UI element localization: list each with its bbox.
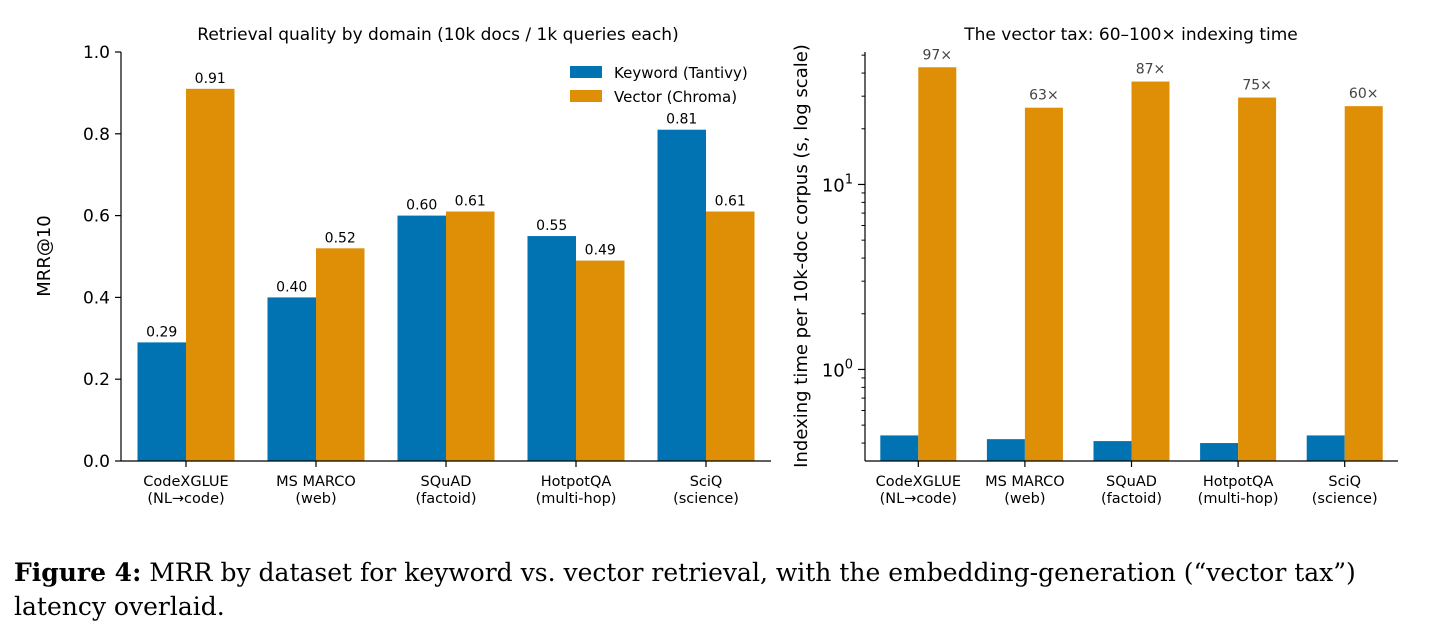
figure: Retrieval quality by domain (10k docs / … bbox=[34, 25, 1398, 507]
x-tick-label: (factoid) bbox=[415, 491, 476, 507]
bar bbox=[137, 342, 186, 461]
data-label: 0.40 bbox=[276, 279, 307, 295]
data-label: 0.52 bbox=[325, 230, 356, 246]
x-tick-label: (factoid) bbox=[1101, 491, 1162, 507]
x-tick-label: (NL→code) bbox=[880, 491, 957, 507]
x-tick-label: SciQ bbox=[690, 474, 723, 490]
legend-label-keyword: Keyword (Tantivy) bbox=[614, 64, 748, 82]
y-tick-label: 0.8 bbox=[83, 125, 110, 145]
data-label: 0.81 bbox=[666, 112, 697, 128]
bar bbox=[397, 215, 446, 461]
y-tick-label: 100 bbox=[822, 357, 853, 381]
ratio-annotation: 60× bbox=[1349, 86, 1379, 102]
y-tick-label: 0.0 bbox=[83, 452, 110, 472]
x-tick-label: (multi-hop) bbox=[536, 491, 617, 507]
legend-label-vector: Vector (Chroma) bbox=[614, 88, 737, 106]
x-tick-label: HotpotQA bbox=[541, 474, 612, 490]
data-label: 0.61 bbox=[715, 194, 746, 210]
x-tick-label: SQuAD bbox=[1106, 474, 1157, 490]
x-tick-label: SQuAD bbox=[421, 474, 472, 490]
data-label: 0.61 bbox=[455, 194, 486, 210]
x-tick-label: (science) bbox=[673, 491, 739, 507]
x-tick-label: SciQ bbox=[1328, 474, 1361, 490]
bar bbox=[267, 297, 316, 461]
ratio-annotation: 97× bbox=[923, 47, 953, 63]
indexing-time-chart: The vector tax: 60–100× indexing time In… bbox=[791, 25, 1398, 507]
y-tick-label: 1.0 bbox=[83, 43, 110, 63]
bar bbox=[1344, 106, 1383, 461]
data-label: 0.55 bbox=[536, 218, 567, 234]
legend-swatch-keyword bbox=[570, 66, 602, 78]
chart-title: Retrieval quality by domain (10k docs / … bbox=[197, 25, 678, 45]
legend-swatch-vector bbox=[570, 90, 602, 102]
ratio-annotation: 63× bbox=[1029, 88, 1059, 104]
y-axis-label: Indexing time per 10k-doc corpus (s, log… bbox=[791, 44, 812, 468]
x-tick-label: MS MARCO bbox=[276, 474, 356, 490]
bar bbox=[576, 260, 625, 461]
bar bbox=[1306, 435, 1345, 461]
x-tick-label: CodeXGLUE bbox=[143, 474, 228, 490]
bar bbox=[316, 248, 365, 461]
data-label: 0.49 bbox=[585, 243, 616, 259]
x-tick-label: (multi-hop) bbox=[1198, 491, 1279, 507]
x-tick-label: CodeXGLUE bbox=[876, 474, 961, 490]
caption-label: Figure 4: bbox=[14, 558, 142, 587]
bar bbox=[986, 439, 1025, 461]
y-tick-label: 101 bbox=[822, 172, 853, 196]
bar bbox=[1200, 443, 1239, 461]
x-tick-label: (web) bbox=[295, 491, 336, 507]
chart-title: The vector tax: 60–100× indexing time bbox=[963, 25, 1297, 45]
figure-caption: Figure 4: MRR by dataset for keyword vs.… bbox=[14, 556, 1429, 624]
y-tick-label: 0.2 bbox=[83, 370, 110, 390]
y-tick-label: 0.6 bbox=[83, 207, 110, 227]
data-label: 0.91 bbox=[195, 71, 226, 87]
data-label: 0.60 bbox=[406, 198, 437, 214]
ratio-annotation: 87× bbox=[1136, 62, 1166, 78]
bar bbox=[1131, 81, 1170, 461]
ratio-annotation: 75× bbox=[1242, 78, 1272, 94]
bar bbox=[657, 129, 706, 461]
bar bbox=[880, 435, 919, 461]
bar bbox=[1093, 441, 1132, 461]
x-tick-label: (science) bbox=[1312, 491, 1378, 507]
y-tick-label: 0.4 bbox=[83, 288, 110, 308]
y-axis-label: MRR@10 bbox=[34, 215, 55, 296]
x-tick-label: HotpotQA bbox=[1203, 474, 1274, 490]
bar bbox=[186, 88, 235, 461]
bar bbox=[918, 67, 957, 461]
bar bbox=[1024, 107, 1063, 461]
x-tick-label: (NL→code) bbox=[147, 491, 224, 507]
x-tick-label: (web) bbox=[1004, 491, 1045, 507]
bar bbox=[527, 236, 576, 461]
caption-text: MRR by dataset for keyword vs. vector re… bbox=[14, 558, 1356, 621]
bar bbox=[1238, 97, 1277, 462]
data-label: 0.29 bbox=[146, 324, 177, 340]
bar bbox=[446, 211, 495, 461]
bar bbox=[706, 211, 755, 461]
legend: Keyword (Tantivy) Vector (Chroma) bbox=[570, 64, 748, 106]
mrr-chart: Retrieval quality by domain (10k docs / … bbox=[34, 25, 771, 507]
x-tick-label: MS MARCO bbox=[985, 474, 1065, 490]
